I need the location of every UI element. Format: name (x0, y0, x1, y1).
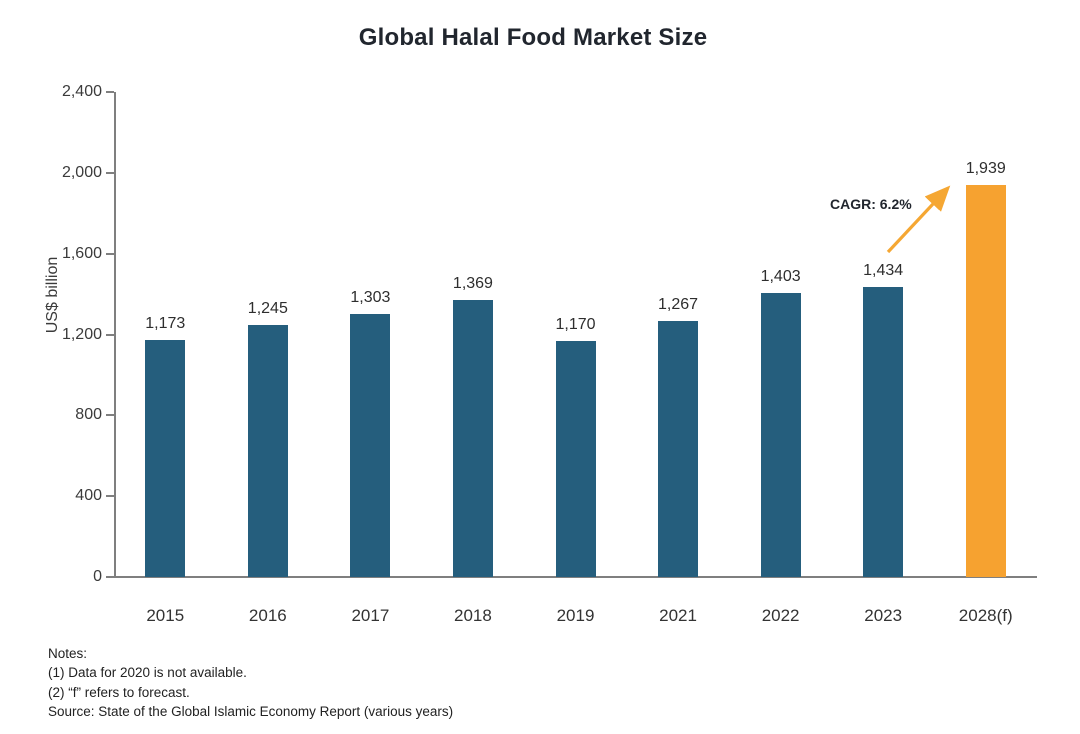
bar-value-label: 1,939 (965, 160, 1006, 178)
y-axis-tick (106, 333, 114, 336)
bar-value-label: 1,245 (247, 300, 288, 318)
bar-value-label: 1,303 (350, 288, 391, 306)
x-axis-label: 2019 (556, 606, 595, 625)
bar-2022 (760, 293, 801, 577)
bar-2023 (863, 287, 904, 577)
note-line-1: (1) Data for 2020 is not available. (48, 665, 247, 681)
note-line-2: (2) “f” refers to forecast. (48, 684, 190, 700)
x-axis-label: 2023 (864, 606, 903, 625)
chart-title: Global Halal Food Market Size (358, 24, 708, 51)
bar-2021 (658, 320, 699, 577)
source-line: Source: State of the Global Islamic Econ… (48, 703, 454, 719)
y-axis-tick (106, 414, 114, 417)
y-axis-tick (106, 171, 114, 174)
y-axis-tick-label: 1,600 (61, 244, 102, 262)
bar-value-label: 1,173 (145, 314, 186, 332)
y-axis-tick (106, 252, 114, 255)
bar-value-label: 1,434 (863, 262, 904, 280)
bar-value-label: 1,170 (555, 315, 596, 333)
y-axis-tick-label: 400 (75, 487, 102, 505)
x-axis-line (114, 576, 1037, 578)
cagr-arrow-icon (886, 185, 951, 254)
bar-2028(f) (965, 185, 1006, 577)
x-axis-label: 2017 (351, 606, 390, 625)
y-axis-tick-label: 2,400 (61, 83, 102, 100)
x-axis-label: 2022 (761, 606, 800, 625)
y-axis-tick-label: 2,000 (61, 163, 102, 181)
x-axis-label: 2018 (454, 606, 492, 625)
cagr-annotation: CAGR: 6.2% (830, 196, 912, 212)
y-axis-tick (106, 91, 114, 93)
y-axis-tick-label: 0 (93, 568, 102, 585)
x-axis-label: 2016 (248, 606, 287, 625)
y-axis-tick (106, 495, 114, 498)
notes: Notes: (1) Data for 2020 is not availabl… (48, 644, 453, 721)
bar-2015 (145, 339, 186, 577)
bar-value-label: 1,267 (658, 295, 699, 313)
x-axis-label: 2021 (659, 606, 697, 625)
bar-value-label: 1,369 (452, 275, 493, 293)
y-axis-tick-label: 800 (75, 406, 102, 424)
y-axis-tick-label: 1,200 (61, 325, 102, 343)
bar-2019 (555, 340, 596, 577)
x-axis-label: 2028(f) (958, 606, 1013, 625)
bar-2017 (350, 313, 391, 577)
bar-2018 (452, 300, 493, 577)
y-axis-tick (106, 576, 114, 578)
y-axis-label: US$ billion (44, 256, 61, 334)
notes-heading: Notes: (48, 646, 88, 661)
x-axis-label: 2015 (146, 606, 185, 625)
y-axis-line (114, 92, 116, 578)
bar-value-label: 1,403 (760, 268, 801, 286)
bar-2016 (247, 325, 288, 577)
